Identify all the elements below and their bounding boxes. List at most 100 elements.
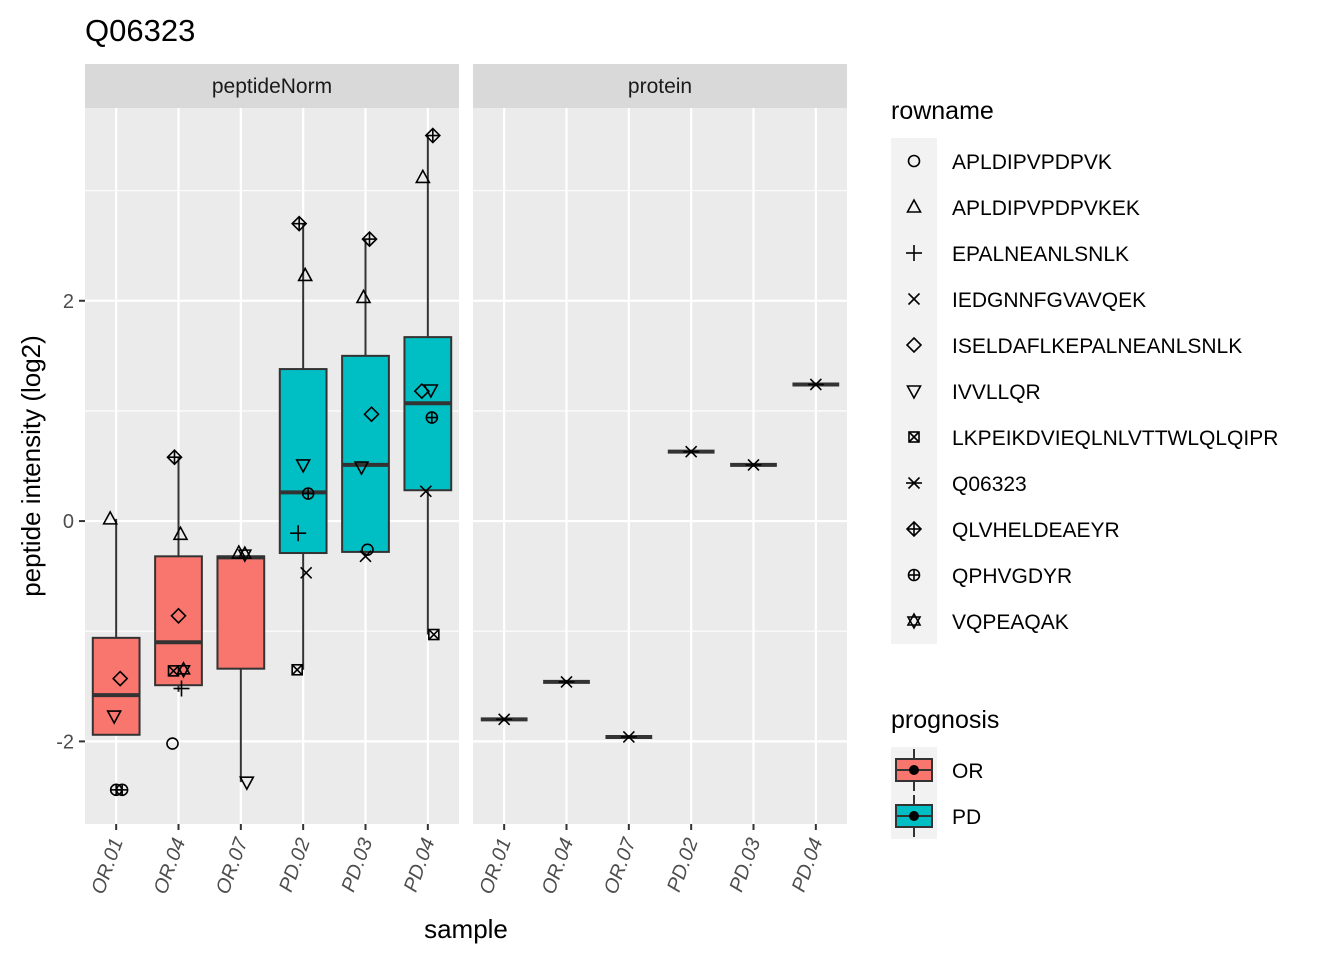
- legend-label: LKPEIKDVIEQLNLVTTWLQLQIPR: [952, 427, 1278, 450]
- y-tick-label: 2: [63, 291, 74, 313]
- legend-square-cross-icon: [908, 431, 920, 443]
- legend-label: PD: [952, 806, 981, 829]
- data-point-PD.03-triangle: [355, 288, 372, 304]
- box-PD.02: [278, 223, 328, 670]
- facet-panel-peptideNorm: peptideNorm OR.01 OR.04 OR.07 PD.02 PD.03 PD.0…: [85, 64, 459, 897]
- x-tick-label: OR.04: [150, 835, 190, 897]
- legend-label: VQPEAQAK: [952, 611, 1069, 634]
- data-point-PD.04-diamond-outline: [413, 382, 430, 400]
- legend-key-background: [891, 322, 937, 368]
- data-point-PD.04-triangle-down: [422, 384, 439, 399]
- legend-circle-icon-ring: [907, 154, 921, 168]
- legend-diamond-icon: [905, 336, 923, 354]
- facet-strip-label: peptideNorm: [212, 75, 332, 98]
- legend-asterisk-icon: [906, 476, 922, 490]
- data-point-OR.01-diamond-outline: [112, 670, 129, 687]
- legend-triangle-down-icon-outline: [906, 385, 922, 400]
- data-point-OR.04-asterisk: [558, 675, 575, 688]
- prognosis-legend-title: prognosis: [891, 706, 999, 734]
- data-point-PD.02-triangle-outline: [297, 266, 314, 282]
- legend-star-of-david-icon: [906, 612, 922, 630]
- data-point-PD.04-square-cross-stroke: [428, 628, 440, 641]
- legend-triangle-icon: [906, 198, 922, 213]
- panel-background: [473, 108, 847, 824]
- data-point-PD.02-triangle: [297, 266, 314, 282]
- plot-layer: peptideNorm OR.01 OR.04 OR.07 PD.02 PD.03 PD.0…: [56, 64, 1278, 897]
- rowname-legend-item: QLVHELDEAEYR: [891, 506, 1120, 552]
- data-point-OR.01-asterisk: [496, 713, 513, 726]
- data-point-PD.04-asterisk-stroke: [809, 378, 822, 391]
- data-point-OR.07-star-of-david-down: [237, 549, 253, 563]
- data-point-PD.03-cross-stroke: [359, 550, 372, 563]
- facet-strip-label: protein: [628, 75, 692, 98]
- x-tick-label: PD.04: [400, 835, 440, 895]
- rowname-legend-title: rowname: [891, 97, 994, 125]
- data-point-OR.07-asterisk: [620, 730, 637, 744]
- box-PD.03: [341, 239, 390, 557]
- box-body: [154, 555, 203, 687]
- legend-label: OR: [952, 760, 984, 783]
- legend-star-of-david-icon-down: [906, 616, 922, 630]
- data-point-PD.04-square-cross: [428, 628, 440, 641]
- data-point-OR.04-square-cross-stroke: [167, 665, 180, 677]
- data-point-PD.02-plus: [290, 525, 307, 542]
- data-point-PD.04-circle-plus: [425, 411, 439, 424]
- data-point-OR.04-star-of-david-up: [176, 661, 191, 675]
- x-axis-title: sample: [424, 914, 508, 944]
- legend-cross-icon: [907, 292, 921, 306]
- panel-background: [85, 108, 459, 824]
- legend-circle-plus-icon: [907, 568, 921, 582]
- data-point-OR.07-triangle-down-outline: [238, 776, 255, 791]
- rowname-legend-item: EPALNEANLSNLK: [891, 230, 1129, 276]
- legend-triangle-down-icon: [906, 385, 922, 400]
- x-tick-label: PD.02: [275, 835, 315, 895]
- data-point-OR.07-triangle-down: [238, 776, 255, 791]
- data-point-OR.01-asterisk-stroke: [498, 713, 511, 726]
- data-point-OR.04-star-of-david: [176, 661, 191, 679]
- data-point-OR.07-asterisk-stroke: [622, 730, 635, 744]
- legend-label: ISELDAFLKEPALNEANLSNLK: [952, 335, 1242, 358]
- rowname-legend-item: IEDGNNFGVAVQEK: [891, 276, 1146, 322]
- rowname-legend-item: APLDIPVPDPVK: [891, 138, 1112, 184]
- data-point-PD.02-asterisk: [683, 445, 700, 458]
- data-point-OR.04-diamond-outline: [170, 607, 187, 624]
- chart-title: Q06323: [85, 13, 195, 48]
- legend-asterisk-icon-stroke: [907, 476, 921, 490]
- data-point-PD.04-triangle-outline: [414, 168, 431, 184]
- x-tick-label: PD.03: [338, 835, 378, 895]
- box-body: [341, 354, 390, 553]
- y-axis-title: peptide intensity (log2): [16, 335, 46, 597]
- data-point-PD.02-square-cross-outline: [291, 663, 303, 676]
- legend-square-cross-icon-stroke: [908, 431, 920, 443]
- data-point-PD.03-asterisk: [745, 458, 762, 471]
- data-point-PD.04-triangle: [414, 168, 431, 184]
- x-tick-label: OR.07: [600, 834, 641, 897]
- y-tick-label: 0: [63, 511, 74, 533]
- legend-key-background: [891, 368, 937, 414]
- prognosis-legend-item: PD: [891, 793, 981, 839]
- prognosis-legend-item: OR: [891, 747, 984, 793]
- data-point-OR.04-circle: [166, 737, 179, 750]
- data-point-OR.01-triangle-down: [106, 710, 123, 725]
- legend-plus-icon: [906, 245, 922, 261]
- legend-cross-icon-stroke: [907, 292, 921, 306]
- data-point-OR.04-square-cross-outline: [167, 665, 180, 677]
- x-tick-label: PD.03: [726, 835, 766, 895]
- box-body: [278, 368, 328, 555]
- legend-key-background: [891, 184, 937, 230]
- data-point-OR.04-asterisk-stroke: [560, 675, 573, 688]
- data-point-OR.07-triangle-outline: [230, 544, 247, 559]
- legend-diamond-plus-icon: [905, 520, 923, 538]
- rowname-legend-item: QPHVGDYR: [891, 552, 1072, 598]
- legend-triangle-icon-outline: [906, 198, 922, 213]
- rowname-legend-item: Q06323: [891, 460, 1027, 506]
- data-point-PD.04-cross: [419, 485, 432, 498]
- prognosis-legend: OR PD: [891, 747, 984, 839]
- legend-point-icon: [909, 811, 919, 821]
- data-point-OR.01-diamond: [112, 670, 129, 687]
- legend-key-background: [891, 598, 937, 644]
- data-point-PD.03-triangle-outline: [355, 288, 372, 304]
- data-point-OR.04-square-cross: [167, 665, 180, 677]
- legend-label: APLDIPVPDPVK: [952, 151, 1112, 174]
- data-point-OR.04-triangle-outline: [172, 525, 189, 541]
